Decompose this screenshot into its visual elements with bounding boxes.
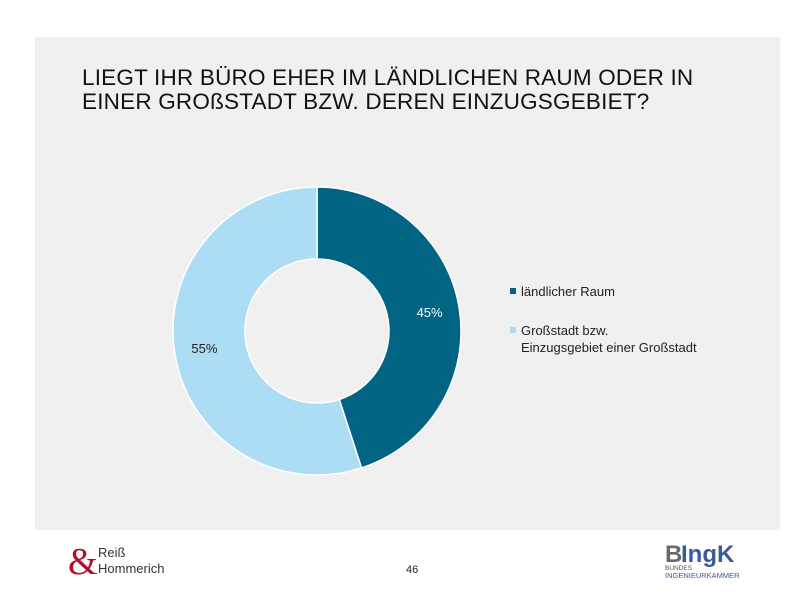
legend-label: Großstadt bzw.	[521, 323, 609, 338]
bingk-logo: B IngK BUNDES INGENIEURKAMMER	[665, 541, 740, 580]
slide-title: LIEGT IHR BÜRO EHER IM LÄNDLICHEN RAUM O…	[82, 65, 694, 114]
legend-item-city: Großstadt bzw. Einzugsgebiet einer Großs…	[510, 322, 697, 356]
svg-text:B: B	[665, 541, 682, 568]
svg-text:Hommerich: Hommerich	[98, 561, 164, 576]
donut-slice	[172, 186, 363, 476]
page-number: 46	[406, 564, 419, 576]
legend-swatch	[510, 288, 516, 294]
legend-label: ländlicher Raum	[521, 284, 615, 299]
svg-text:INGENIEURKAMMER: INGENIEURKAMMER	[665, 571, 740, 580]
data-label: 55%	[191, 341, 217, 356]
svg-text:Reiß: Reiß	[98, 545, 126, 560]
donut-slice	[316, 186, 462, 469]
svg-text:&: &	[68, 541, 98, 580]
legend-label: Einzugsgebiet einer Großstadt	[521, 340, 697, 355]
svg-text:BUNDES: BUNDES	[665, 565, 693, 572]
svg-text:IngK: IngK	[681, 541, 735, 568]
legend-item-rural: ländlicher Raum	[510, 283, 615, 300]
legend-swatch	[510, 327, 516, 333]
data-label: 45%	[417, 305, 443, 320]
reiss-hommerich-logo: & Reiß Hommerich	[68, 541, 164, 580]
